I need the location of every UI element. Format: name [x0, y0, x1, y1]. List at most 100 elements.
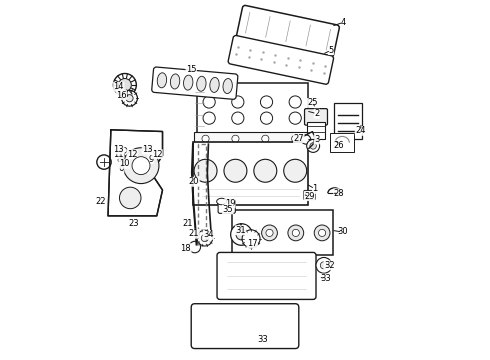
- Text: 19: 19: [225, 199, 235, 208]
- Circle shape: [201, 234, 208, 242]
- Text: 28: 28: [334, 189, 344, 198]
- Circle shape: [307, 139, 319, 152]
- Circle shape: [314, 225, 330, 241]
- Circle shape: [120, 187, 141, 209]
- Text: 18: 18: [180, 244, 191, 253]
- Text: 33: 33: [257, 335, 268, 344]
- Circle shape: [97, 155, 111, 169]
- FancyBboxPatch shape: [194, 132, 307, 145]
- Circle shape: [194, 159, 217, 182]
- Text: 8: 8: [116, 155, 122, 164]
- Circle shape: [292, 135, 299, 142]
- Circle shape: [320, 262, 327, 269]
- Circle shape: [143, 151, 149, 157]
- FancyBboxPatch shape: [232, 211, 333, 255]
- Circle shape: [202, 135, 209, 142]
- Text: 20: 20: [189, 177, 199, 186]
- Circle shape: [232, 112, 244, 124]
- Circle shape: [310, 143, 317, 149]
- Ellipse shape: [157, 73, 167, 88]
- Text: 14: 14: [114, 82, 124, 91]
- Circle shape: [235, 225, 251, 241]
- Ellipse shape: [184, 75, 193, 90]
- FancyBboxPatch shape: [334, 103, 362, 139]
- Circle shape: [266, 229, 273, 237]
- Ellipse shape: [171, 74, 180, 89]
- Circle shape: [289, 112, 301, 124]
- Circle shape: [232, 135, 239, 142]
- Text: 15: 15: [186, 65, 196, 74]
- Text: 35: 35: [222, 205, 233, 214]
- Text: 12: 12: [127, 150, 137, 159]
- Circle shape: [132, 157, 150, 175]
- Circle shape: [260, 112, 272, 124]
- Text: 31: 31: [235, 226, 246, 235]
- Circle shape: [236, 229, 247, 240]
- Circle shape: [224, 159, 247, 182]
- Circle shape: [119, 78, 131, 91]
- Circle shape: [260, 96, 272, 108]
- Text: 5: 5: [328, 46, 334, 55]
- Text: 30: 30: [337, 228, 348, 237]
- FancyBboxPatch shape: [237, 5, 340, 57]
- Polygon shape: [108, 130, 163, 216]
- Circle shape: [254, 159, 277, 182]
- FancyBboxPatch shape: [307, 122, 325, 139]
- FancyBboxPatch shape: [304, 190, 315, 200]
- Text: 6: 6: [119, 164, 124, 173]
- Text: 26: 26: [334, 141, 344, 150]
- Text: 10: 10: [119, 159, 129, 168]
- Circle shape: [147, 156, 153, 161]
- Ellipse shape: [196, 76, 206, 91]
- FancyBboxPatch shape: [217, 252, 316, 300]
- Text: 11: 11: [114, 150, 124, 159]
- Text: 33: 33: [320, 274, 331, 283]
- Circle shape: [262, 135, 269, 142]
- Text: 23: 23: [128, 219, 139, 228]
- Text: 22: 22: [96, 197, 106, 206]
- Circle shape: [232, 96, 244, 108]
- Circle shape: [189, 241, 200, 253]
- Text: 2: 2: [314, 109, 319, 118]
- Text: 27: 27: [294, 134, 304, 143]
- FancyBboxPatch shape: [304, 109, 327, 125]
- Circle shape: [292, 229, 299, 237]
- Circle shape: [118, 151, 124, 157]
- Circle shape: [146, 147, 152, 153]
- Text: 13: 13: [114, 145, 124, 154]
- FancyBboxPatch shape: [191, 304, 299, 348]
- Circle shape: [240, 229, 247, 237]
- Circle shape: [203, 96, 215, 108]
- FancyBboxPatch shape: [228, 36, 334, 84]
- Text: 21: 21: [182, 219, 193, 228]
- FancyBboxPatch shape: [193, 142, 308, 205]
- Text: 17: 17: [247, 239, 257, 248]
- Text: 16: 16: [116, 90, 126, 99]
- Circle shape: [123, 156, 129, 161]
- Circle shape: [288, 225, 304, 241]
- Text: 25: 25: [307, 98, 318, 107]
- Circle shape: [203, 112, 215, 124]
- Circle shape: [144, 160, 151, 166]
- Text: 21: 21: [189, 229, 199, 238]
- Circle shape: [123, 148, 159, 184]
- Circle shape: [262, 225, 277, 241]
- Text: 12: 12: [152, 150, 162, 159]
- Text: 24: 24: [355, 126, 366, 135]
- Text: 13: 13: [142, 145, 153, 154]
- Text: 32: 32: [324, 261, 335, 270]
- Ellipse shape: [217, 198, 227, 205]
- Circle shape: [231, 224, 252, 245]
- Circle shape: [318, 229, 326, 237]
- Ellipse shape: [210, 77, 219, 93]
- Circle shape: [122, 90, 137, 106]
- Text: 29: 29: [304, 192, 315, 201]
- Circle shape: [126, 95, 133, 102]
- Circle shape: [242, 230, 260, 248]
- FancyBboxPatch shape: [196, 83, 308, 135]
- Text: 4: 4: [341, 18, 346, 27]
- Circle shape: [284, 159, 307, 182]
- Text: 3: 3: [314, 135, 319, 144]
- Circle shape: [316, 257, 332, 273]
- Ellipse shape: [223, 78, 232, 94]
